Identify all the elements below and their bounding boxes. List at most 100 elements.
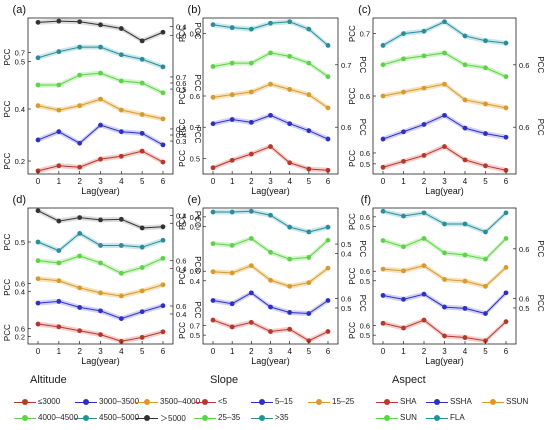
series-6-band xyxy=(38,18,163,44)
legend-item-label: 15–25 xyxy=(332,397,355,406)
series-3-point-3 xyxy=(268,277,273,283)
x-tick-label: 2 xyxy=(77,347,82,356)
series-5-point-6 xyxy=(325,224,331,230)
series-2-point-2 xyxy=(421,122,427,127)
panel-f xyxy=(372,207,517,345)
left-pcc-label: PCC xyxy=(178,213,187,230)
series-3-point-6 xyxy=(503,264,509,270)
series-1-point-0 xyxy=(210,317,216,323)
series-5-point-3 xyxy=(98,44,103,50)
series-2-point-6 xyxy=(503,290,509,296)
left-tick-label: 0.5 xyxy=(360,277,370,286)
right-pcc-label: PCC xyxy=(358,56,367,73)
legend-swatch-dot xyxy=(259,415,265,421)
legend-swatch xyxy=(482,398,504,406)
series-4-point-1 xyxy=(229,242,235,248)
series-5-point-4 xyxy=(287,19,293,25)
left-tick-label: 0.5 xyxy=(360,222,370,231)
series-5-point-2 xyxy=(421,210,427,216)
x-tick-label: 4 xyxy=(119,347,124,356)
series-1-point-1 xyxy=(401,325,406,331)
series-2-point-0 xyxy=(35,300,41,306)
x-tick-label: 0 xyxy=(381,177,386,186)
x-tick-label: 3 xyxy=(442,177,447,186)
series-3-point-3 xyxy=(98,96,103,102)
right-tick-label: 0.6 xyxy=(176,302,186,311)
series-5-point-3 xyxy=(442,19,447,25)
legend-swatch xyxy=(426,414,448,422)
left-tick-label: 0.5 xyxy=(190,154,200,163)
series-1-point-6 xyxy=(503,319,509,325)
x-tick-label: 1 xyxy=(57,177,62,186)
series-2-point-6 xyxy=(503,134,509,140)
legend-swatch xyxy=(376,398,398,406)
series-3-point-4 xyxy=(287,283,293,289)
legend-item-label: FLA xyxy=(450,413,465,422)
series-5-point-5 xyxy=(306,26,312,32)
series-5-point-2 xyxy=(248,208,254,214)
x-tick-label: 1 xyxy=(230,177,235,186)
series-3-band xyxy=(383,263,506,289)
panel-label: (d) xyxy=(13,194,26,206)
legend-item-label: SSUN xyxy=(506,397,529,406)
series-5-point-6 xyxy=(325,43,331,48)
series-5-point-4 xyxy=(287,224,293,230)
series-3-point-0 xyxy=(380,93,386,99)
left-tick-label: 0.7 xyxy=(15,48,25,57)
series-5-point-5 xyxy=(483,229,488,235)
series-1-point-0 xyxy=(35,168,41,174)
series-5-point-1 xyxy=(229,209,235,215)
legend-item-label: 25–35 xyxy=(218,413,241,422)
panel-frame xyxy=(27,207,174,345)
series-5-point-5 xyxy=(139,244,145,250)
right-tick-label: 0.4 xyxy=(176,310,186,319)
series-3-point-6 xyxy=(160,282,166,288)
series-5-point-1 xyxy=(229,25,235,31)
right-tick-label: 0.4 xyxy=(341,250,351,259)
x-tick-label: 4 xyxy=(463,177,468,186)
series-5-point-6 xyxy=(160,237,166,243)
series-5-point-0 xyxy=(210,209,216,215)
series-2-point-5 xyxy=(306,311,312,316)
series-4-point-3 xyxy=(98,260,103,266)
series-1-point-6 xyxy=(160,159,166,165)
panel-frame xyxy=(27,17,174,175)
panel-e xyxy=(202,207,339,345)
left-pcc-label: PCC xyxy=(348,25,357,42)
left-tick-label: 0.4 xyxy=(15,287,25,296)
series-1-point-2 xyxy=(421,153,427,158)
left-tick-label: 0.6 xyxy=(190,30,200,39)
series-4-point-0 xyxy=(210,64,216,69)
series-4-point-0 xyxy=(35,82,41,88)
x-tick-label: 0 xyxy=(36,177,41,186)
series-6-point-0 xyxy=(35,19,41,25)
series-1-point-4 xyxy=(118,153,124,159)
series-3-point-4 xyxy=(118,107,124,113)
series-2-point-0 xyxy=(210,121,216,127)
series-5-point-2 xyxy=(77,44,83,50)
series-3-point-3 xyxy=(442,277,447,282)
legend-item-label: <5 xyxy=(218,397,228,406)
x-tick-label: 2 xyxy=(422,177,427,186)
series-3-point-3 xyxy=(442,81,447,87)
series-2-point-6 xyxy=(160,142,166,148)
series-5-point-5 xyxy=(139,56,145,62)
series-6-point-2 xyxy=(77,215,83,221)
series-1-point-5 xyxy=(483,338,488,344)
series-2-point-3 xyxy=(98,122,103,128)
series-2-point-2 xyxy=(248,290,254,296)
legend-aspect: Aspect SHA SSHA SSUN SUN FLA xyxy=(376,374,546,430)
series-4-point-4 xyxy=(118,78,124,84)
left-pcc-label: PCC xyxy=(178,267,187,284)
x-tick-label: 5 xyxy=(483,177,488,186)
series-4-point-2 xyxy=(248,236,254,241)
series-1-point-0 xyxy=(380,320,386,326)
series-6-point-3 xyxy=(98,217,103,223)
panel-d xyxy=(27,207,174,345)
legend-swatch-dot xyxy=(259,399,265,405)
series-2-point-5 xyxy=(139,309,145,315)
series-1-point-5 xyxy=(139,148,145,154)
series-4-point-2 xyxy=(421,236,427,241)
panel-a xyxy=(27,17,174,175)
series-3-point-3 xyxy=(268,81,273,87)
